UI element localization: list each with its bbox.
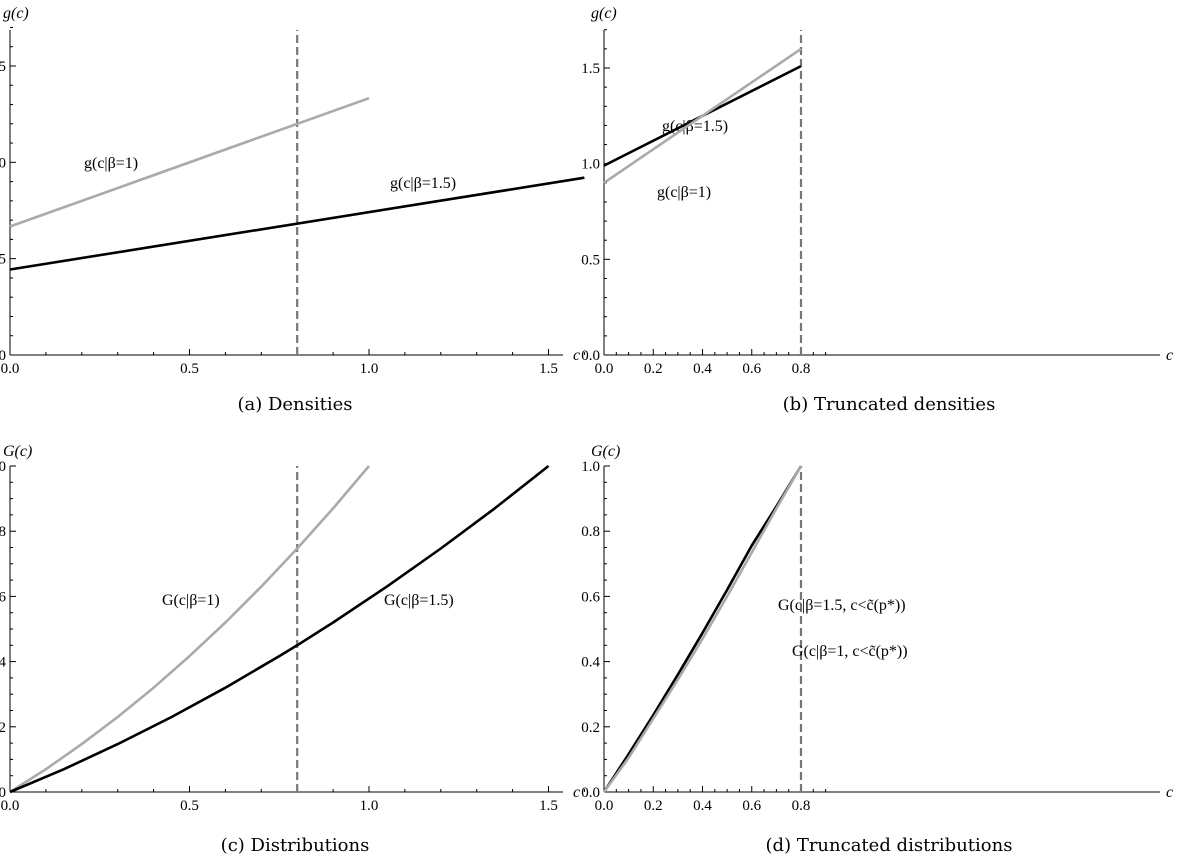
x-tick-label: 0.8 xyxy=(792,361,811,377)
x-axis-label: c xyxy=(573,347,580,364)
y-axis-label: G(c) xyxy=(591,443,620,460)
y-tick-label: 1.5 xyxy=(581,61,600,77)
x-tick-label: 0.0 xyxy=(1,798,20,814)
chart-panel-4: 0.0 0.2 0.4 0.6 0.8 0.0 0.2 0.4 0.6 0.8 1.0G(c) c G(… xyxy=(581,443,1173,856)
y-axis-label: g(c) xyxy=(3,5,29,22)
x-axis-label: c xyxy=(573,784,580,801)
x-tick-label: 0.0 xyxy=(595,798,614,814)
y-tick-label: 1.0 xyxy=(0,459,6,475)
y-tick-label: 0.8 xyxy=(0,524,6,540)
y-tick-label: 0.8 xyxy=(581,524,600,540)
y-tick-label: 0.5 xyxy=(0,252,6,268)
chart-panel-2: 0.0 0.2 0.4 0.6 0.80.00.51.01.5g(c)cg(c|β=1.… xyxy=(581,5,1173,415)
y-tick-label: 1.0 xyxy=(0,155,6,171)
y-tick-label: 1.5 xyxy=(0,59,6,75)
y-tick-label: 0.4 xyxy=(0,655,7,671)
x-tick-label: 0.4 xyxy=(693,361,712,377)
y-tick-label: 0.2 xyxy=(0,720,6,736)
x-tick-label: 0.2 xyxy=(644,361,663,377)
x-axis-label: c xyxy=(1166,347,1173,364)
y-tick-label: 0.0 xyxy=(581,785,600,801)
y-tick-label: 0.5 xyxy=(581,252,600,268)
x-tick-label: 0.6 xyxy=(742,361,761,377)
series-label: G(c|β=1, c<c̃(p*)) xyxy=(792,643,908,660)
x-tick-label: 0.4 xyxy=(693,798,712,814)
y-tick-label: 0.6 xyxy=(0,589,7,605)
panel-caption: (a) Densities xyxy=(237,394,352,415)
series-label: g(c|β=1) xyxy=(84,155,138,172)
y-tick-label: 0.0 xyxy=(0,348,6,364)
x-tick-label: 1.5 xyxy=(539,361,558,377)
x-tick-label: 0.2 xyxy=(644,798,663,814)
y-tick-label: 0.4 xyxy=(581,655,600,671)
series-label: G(c|β=1.5, c<c̃(p*)) xyxy=(778,597,906,614)
y-tick-label: 0.2 xyxy=(581,720,600,736)
series-label: g(c|β=1.5) xyxy=(390,175,456,192)
series-line xyxy=(602,465,803,793)
y-tick-label: 1.0 xyxy=(581,157,600,173)
x-tick-label: 0.6 xyxy=(742,798,761,814)
panel-caption: (b) Truncated densities xyxy=(783,394,996,415)
panel-caption: (d) Truncated distributions xyxy=(766,835,1013,856)
x-tick-label: 1.0 xyxy=(360,798,379,814)
x-tick-label: 0.5 xyxy=(180,798,199,814)
series-label: g(c|β=1) xyxy=(657,184,711,201)
x-tick-label: 1.0 xyxy=(360,361,379,377)
series-line xyxy=(603,47,802,184)
series-line xyxy=(9,464,550,794)
series-line xyxy=(602,465,803,793)
y-axis-label: G(c) xyxy=(3,443,32,460)
panel-caption: (c) Distributions xyxy=(221,835,370,856)
y-tick-label: 0.6 xyxy=(581,589,600,605)
series-line xyxy=(9,465,370,794)
series-label: G(c|β=1) xyxy=(162,592,220,609)
series-line xyxy=(9,96,370,228)
x-tick-label: 1.5 xyxy=(539,798,558,814)
y-tick-label: 0.0 xyxy=(0,785,6,801)
x-tick-label: 0.0 xyxy=(595,361,614,377)
x-tick-label: 0.0 xyxy=(1,361,20,377)
chart-panel-1: 0.0 0.5 1.0 1.5 0.0 0.5 1.0 1.5 g(c) c g(c|β=1) g(c… xyxy=(0,5,585,415)
x-tick-label: 0.5 xyxy=(180,361,199,377)
chart-panel-3: 0.00.51.01.50.00.20.40.60.81.0G(c)cG(c|β… xyxy=(0,443,585,856)
series-line xyxy=(9,176,585,271)
x-axis-label: c xyxy=(1166,784,1173,801)
y-axis-label: g(c) xyxy=(591,5,617,22)
y-tick-label: 0.0 xyxy=(581,348,600,364)
x-tick-label: 0.8 xyxy=(792,798,811,814)
series-label: G(c|β=1.5) xyxy=(384,592,454,609)
y-tick-label: 1.0 xyxy=(581,459,600,475)
